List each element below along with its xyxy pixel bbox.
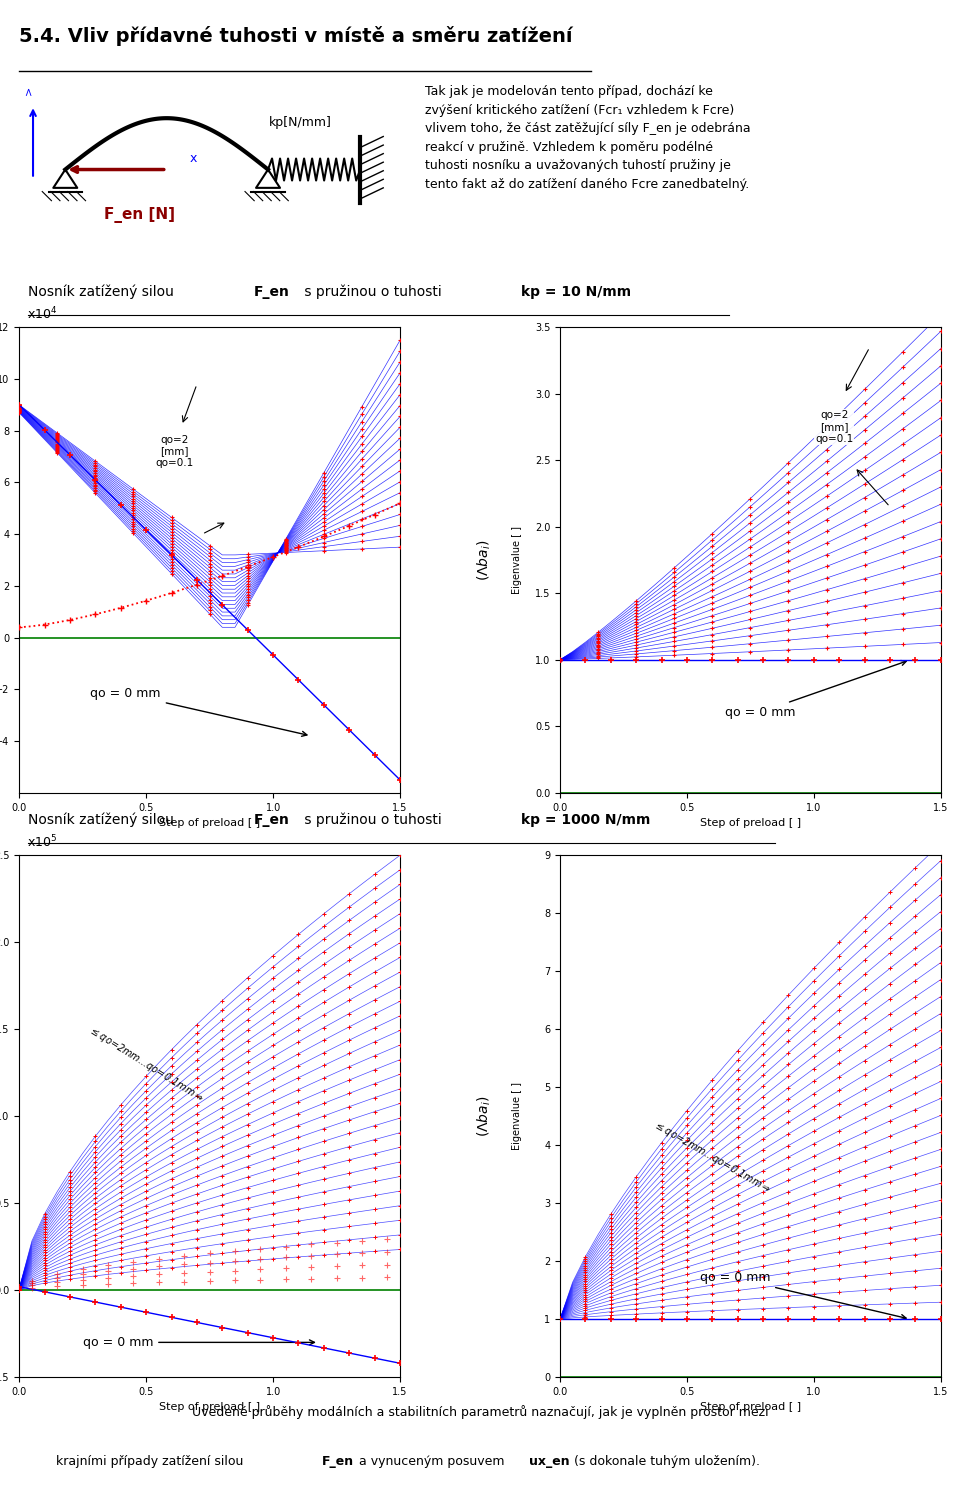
Text: s pružinou o tuhosti: s pružinou o tuhosti (300, 285, 446, 299)
Text: qo = 0 mm: qo = 0 mm (83, 1336, 315, 1349)
Text: x: x (190, 152, 197, 165)
Text: Nosník zatížený silou: Nosník zatížený silou (29, 285, 179, 299)
Text: $(\Lambda ba_i)$: $(\Lambda ba_i)$ (475, 1096, 492, 1136)
Text: x10$^5$: x10$^5$ (27, 833, 57, 850)
Text: qo = 0 mm: qo = 0 mm (90, 687, 307, 737)
Text: F_en [N]: F_en [N] (104, 207, 175, 224)
Text: krajními případy zatížení silou: krajními případy zatížení silou (56, 1454, 248, 1468)
X-axis label: Step of preload [ ]: Step of preload [ ] (159, 818, 260, 829)
Text: 5.4. Vliv přídavné tuhosti v místě a směru zatížení: 5.4. Vliv přídavné tuhosti v místě a smě… (19, 27, 573, 47)
Text: a vynuceným posuvem: a vynuceným posuvem (354, 1454, 508, 1468)
Y-axis label: Eigenvalue [ ]: Eigenvalue [ ] (512, 525, 522, 594)
Text: qo=2
[mm]
qo=0.1: qo=2 [mm] qo=0.1 (815, 410, 853, 444)
Text: >: > (24, 86, 34, 95)
Text: Tak jak je modelován tento případ, dochází ke
zvýšení kritického zatížení (Fcr₁ : Tak jak je modelován tento případ, dochá… (424, 86, 751, 191)
X-axis label: Step of preload [ ]: Step of preload [ ] (159, 1402, 260, 1412)
Text: kp = 10 N/mm: kp = 10 N/mm (521, 285, 632, 299)
X-axis label: Step of preload [ ]: Step of preload [ ] (700, 818, 801, 829)
Text: qo = 0 mm: qo = 0 mm (725, 660, 906, 719)
Text: ux_en: ux_en (529, 1454, 569, 1468)
Y-axis label: Eigenvalue [ ]: Eigenvalue [ ] (512, 1082, 522, 1150)
Text: s pružinou o tuhosti: s pružinou o tuhosti (300, 812, 446, 827)
Text: F_en: F_en (254, 285, 290, 299)
Text: (s dokonale tuhým uložením).: (s dokonale tuhým uložením). (570, 1454, 760, 1468)
Text: kp[N/mm]: kp[N/mm] (269, 116, 332, 129)
X-axis label: Step of preload [ ]: Step of preload [ ] (700, 1402, 801, 1412)
Text: $(\Lambda ba_i)$: $(\Lambda ba_i)$ (475, 539, 492, 581)
Text: $\leq$qo=2mm...qo=0.1mm$\Rightarrow$: $\leq$qo=2mm...qo=0.1mm$\Rightarrow$ (651, 1117, 774, 1196)
Text: F_en: F_en (254, 814, 290, 827)
Text: Uvedené průběhy modálních a stabilitních parametrů naznačují, jak je vyplněn pro: Uvedené průběhy modálních a stabilitních… (192, 1405, 768, 1418)
Text: qo = 0 mm: qo = 0 mm (700, 1271, 906, 1319)
Text: x10$^4$: x10$^4$ (27, 306, 58, 323)
Text: kp = 1000 N/mm: kp = 1000 N/mm (521, 814, 651, 827)
Text: Nosník zatížený silou: Nosník zatížený silou (29, 812, 179, 827)
Text: qo=2
[mm]
qo=0.1: qo=2 [mm] qo=0.1 (155, 435, 193, 468)
Text: $\leq$qo=2mm...qo=0.1mm$\Rightarrow$: $\leq$qo=2mm...qo=0.1mm$\Rightarrow$ (86, 1022, 206, 1105)
Text: F_en: F_en (322, 1454, 353, 1468)
